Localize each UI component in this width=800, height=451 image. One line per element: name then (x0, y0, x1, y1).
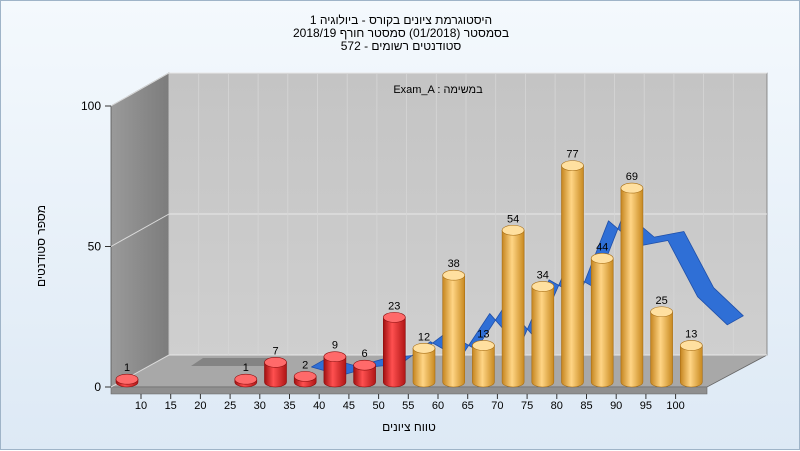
bar-cap (531, 281, 555, 292)
x-tick-label: 100 (666, 400, 684, 412)
bar-value-label: 38 (448, 258, 460, 270)
bar-value-label: 2 (302, 359, 308, 371)
bar-cap (501, 224, 525, 236)
bar: 54 (501, 213, 525, 388)
x-tick-label: 20 (194, 400, 206, 412)
chart-title-line-2: בסמסטר (01/2018) סמסטר חורף 2018/19 (292, 26, 510, 40)
x-tick-label: 10 (135, 400, 147, 412)
x-tick-label: 40 (313, 400, 325, 412)
x-tick-label: 50 (372, 400, 384, 412)
bar-cap (442, 269, 466, 281)
bar: 2 (293, 359, 317, 388)
bar-body (501, 229, 525, 388)
x-tick-label: 75 (521, 400, 533, 412)
bar-cap (115, 373, 139, 385)
bar-body (590, 258, 614, 388)
bar-body (264, 362, 287, 388)
bar-body (531, 286, 555, 388)
bar-cap (679, 340, 703, 351)
bar-value-label: 77 (566, 149, 578, 161)
gridline-y-side (110, 213, 170, 247)
bar-body (353, 364, 376, 388)
x-tick-label: 70 (491, 400, 503, 412)
legend-label: Exam_A : במשימה (393, 84, 483, 96)
bar: 23 (382, 300, 406, 388)
bar-body (442, 274, 465, 388)
bar-body (620, 187, 644, 388)
bar-body (383, 317, 406, 388)
bar: 77 (561, 149, 584, 388)
bar-body (323, 356, 347, 388)
bar: 13 (472, 328, 495, 388)
bar-value-label: 9 (332, 340, 338, 352)
bar-value-label: 44 (596, 241, 608, 253)
bar: 34 (531, 269, 555, 388)
bar: 1 (115, 362, 139, 388)
bar-value-label: 13 (477, 328, 489, 340)
bar: 44 (590, 241, 614, 388)
bar-body (680, 345, 703, 388)
bar-value-label: 13 (685, 328, 697, 340)
chart-title-line-1: היסטוגרמת ציונים בקורס - ביולוגיה 1 (309, 13, 493, 27)
bar-cap (561, 160, 584, 171)
bar-cap (264, 357, 287, 368)
y-axis-label: מספר סטודנטים (34, 205, 48, 287)
bar-value-label: 25 (655, 295, 667, 307)
bar-body (472, 345, 495, 388)
bar-value-label: 1 (124, 362, 130, 374)
bar: 69 (620, 171, 644, 388)
x-tick-label: 80 (551, 400, 563, 412)
bar-body (561, 165, 584, 388)
bar: 7 (264, 345, 287, 388)
x-tick-label: 60 (432, 400, 444, 412)
bar-value-label: 34 (537, 269, 549, 281)
chart-title-line-3: 572 - סטודנטים רשומים (340, 39, 462, 53)
bar-cap (234, 373, 258, 385)
bar-body (650, 311, 673, 388)
bar-cap (650, 306, 673, 318)
bar-cap (382, 312, 406, 323)
bar: 12 (412, 331, 436, 388)
bar-value-label: 6 (362, 348, 368, 360)
x-tick-label: 55 (402, 400, 414, 412)
bar: 1 (234, 362, 258, 388)
bar-value-label: 1 (243, 362, 249, 374)
bar-cap (412, 342, 436, 354)
bar-body (412, 347, 436, 388)
bar-cap (620, 182, 644, 194)
y-tick-label: 50 (88, 240, 102, 254)
bar: 38 (442, 258, 466, 388)
x-tick-label: 30 (254, 400, 266, 412)
bar: 9 (323, 340, 347, 388)
bar-value-label: 54 (507, 213, 519, 225)
x-tick-label: 35 (283, 400, 295, 412)
bar-value-label: 69 (626, 171, 638, 183)
bar-value-label: 23 (388, 300, 400, 312)
x-tick-label: 90 (610, 400, 622, 412)
x-tick-label: 95 (640, 400, 652, 412)
bar-cap (472, 340, 495, 351)
x-tick-label: 25 (224, 400, 236, 412)
x-tick-label: 85 (580, 400, 592, 412)
bar-cap (323, 351, 347, 363)
x-axis-label: טווח ציונים (382, 420, 436, 434)
y-tick-label: 100 (81, 99, 101, 113)
bar-value-label: 7 (272, 345, 278, 357)
y-tick-label: 0 (94, 380, 101, 394)
x-tick-label: 15 (165, 400, 177, 412)
bar-value-label: 12 (418, 331, 430, 343)
chart-floor-shadow (191, 358, 283, 366)
gridline-y-side (110, 72, 170, 107)
bar-cap (353, 359, 376, 371)
bar-cap (590, 253, 614, 264)
x-tick-label: 65 (462, 400, 474, 412)
x-tick-label: 45 (343, 400, 355, 412)
bar: 25 (650, 295, 673, 388)
bar: 13 (679, 328, 703, 388)
bar: 6 (353, 348, 376, 388)
bar-cap (293, 371, 317, 382)
chart-floor-edge (110, 386, 708, 395)
